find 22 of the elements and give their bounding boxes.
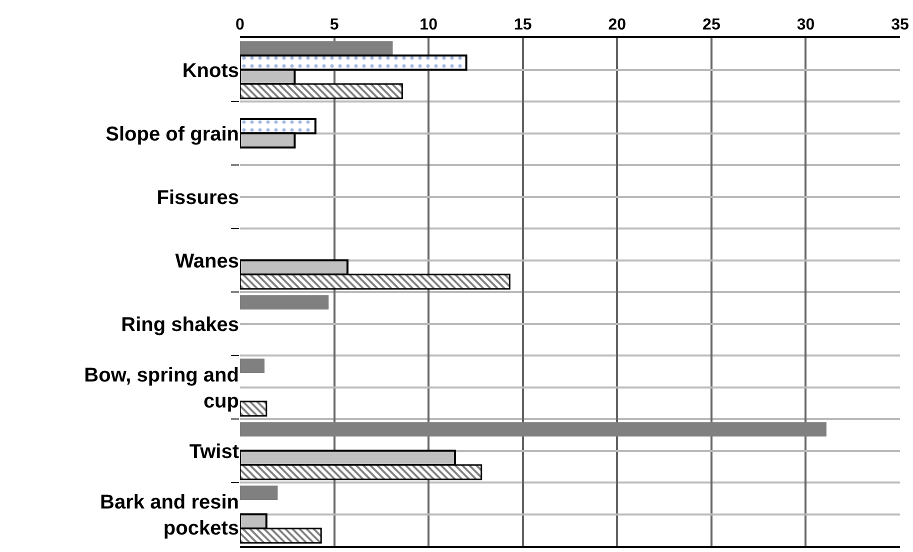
x-tick-label: 0: [236, 16, 245, 34]
x-tick-label: 25: [702, 16, 720, 34]
bar: [240, 486, 278, 500]
y-tick-label: Bark and resin pockets: [100, 491, 239, 540]
bar: [240, 358, 265, 373]
y-tick-label: Wanes: [175, 250, 239, 272]
y-tick-label: Slope of grain: [106, 123, 239, 146]
y-tick-label: Twist: [189, 440, 240, 463]
y-tick-label: Fissures: [156, 186, 239, 209]
bar: [240, 422, 826, 436]
x-tick-label: 5: [330, 16, 339, 34]
bar: [240, 400, 268, 417]
y-tick-label: Bow, spring and cup: [84, 364, 239, 412]
x-tick-label: 20: [608, 16, 626, 34]
y-tick-label: Ring shakes: [121, 314, 239, 336]
bar: [240, 295, 329, 310]
x-tick-label: 15: [514, 16, 532, 34]
x-tick-label: 10: [420, 16, 438, 34]
x-tick-label: 35: [891, 16, 909, 34]
bar: [240, 41, 393, 56]
y-tick-label: Knots: [182, 60, 239, 82]
x-tick-label: 30: [796, 16, 815, 34]
